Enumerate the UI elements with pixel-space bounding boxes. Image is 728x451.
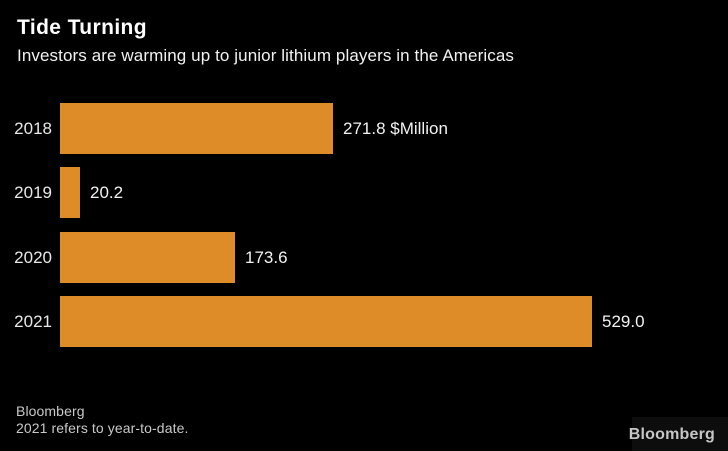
value-label: 20.2	[90, 183, 124, 202]
bar	[60, 296, 592, 347]
value-label: 271.8 $Million	[343, 119, 448, 138]
bar	[60, 167, 80, 218]
chart-subtitle: Investors are warming up to junior lithi…	[17, 46, 514, 65]
bar	[60, 232, 235, 283]
value-label: 529.0	[602, 312, 645, 331]
category-label: 2020	[14, 248, 52, 267]
footnote-text: 2021 refers to year-to-date.	[16, 420, 189, 436]
bloomberg-logo: Bloomberg	[628, 426, 715, 443]
source-text: Bloomberg	[16, 403, 85, 419]
chart-row: 2019 20.2	[0, 167, 728, 218]
category-label: 2018	[14, 119, 52, 138]
category-label: 2019	[14, 183, 52, 202]
chart-row: 2020 173.6	[0, 232, 728, 283]
brand-logo-box: Bloomberg	[628, 417, 728, 451]
category-label: 2021	[14, 312, 52, 331]
chart-title: Tide Turning	[17, 16, 148, 39]
chart-row: 2018 271.8 $Million	[0, 103, 728, 154]
chart-row: 2021 529.0	[0, 296, 728, 347]
bar-chart: 2018 271.8 $Million 2019 20.2 2020 173.6…	[0, 103, 728, 353]
value-label: 173.6	[245, 248, 288, 267]
bar	[60, 103, 333, 154]
